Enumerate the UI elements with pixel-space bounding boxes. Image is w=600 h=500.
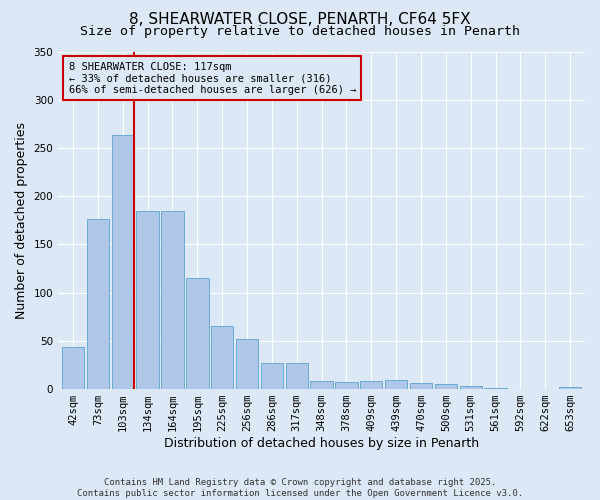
Bar: [62, 346, 84, 389]
Bar: [310, 382, 333, 389]
Text: Contains HM Land Registry data © Crown copyright and database right 2025.
Contai: Contains HM Land Registry data © Crown c…: [77, 478, 523, 498]
Bar: [434, 384, 457, 389]
Bar: [112, 136, 134, 389]
Bar: [136, 210, 159, 389]
Bar: [236, 339, 258, 389]
Text: 8, SHEARWATER CLOSE, PENARTH, CF64 5FX: 8, SHEARWATER CLOSE, PENARTH, CF64 5FX: [129, 12, 471, 28]
Bar: [385, 380, 407, 389]
Bar: [186, 278, 209, 389]
Bar: [286, 363, 308, 389]
Text: Size of property relative to detached houses in Penarth: Size of property relative to detached ho…: [80, 25, 520, 38]
Bar: [484, 388, 507, 389]
Bar: [260, 363, 283, 389]
X-axis label: Distribution of detached houses by size in Penarth: Distribution of detached houses by size …: [164, 437, 479, 450]
Bar: [335, 382, 358, 389]
Text: 8 SHEARWATER CLOSE: 117sqm
← 33% of detached houses are smaller (316)
66% of sem: 8 SHEARWATER CLOSE: 117sqm ← 33% of deta…: [69, 62, 356, 95]
Bar: [559, 387, 581, 389]
Bar: [161, 210, 184, 389]
Bar: [460, 386, 482, 389]
Bar: [360, 382, 382, 389]
Bar: [211, 326, 233, 389]
Y-axis label: Number of detached properties: Number of detached properties: [15, 122, 28, 319]
Bar: [410, 384, 432, 389]
Bar: [87, 220, 109, 389]
